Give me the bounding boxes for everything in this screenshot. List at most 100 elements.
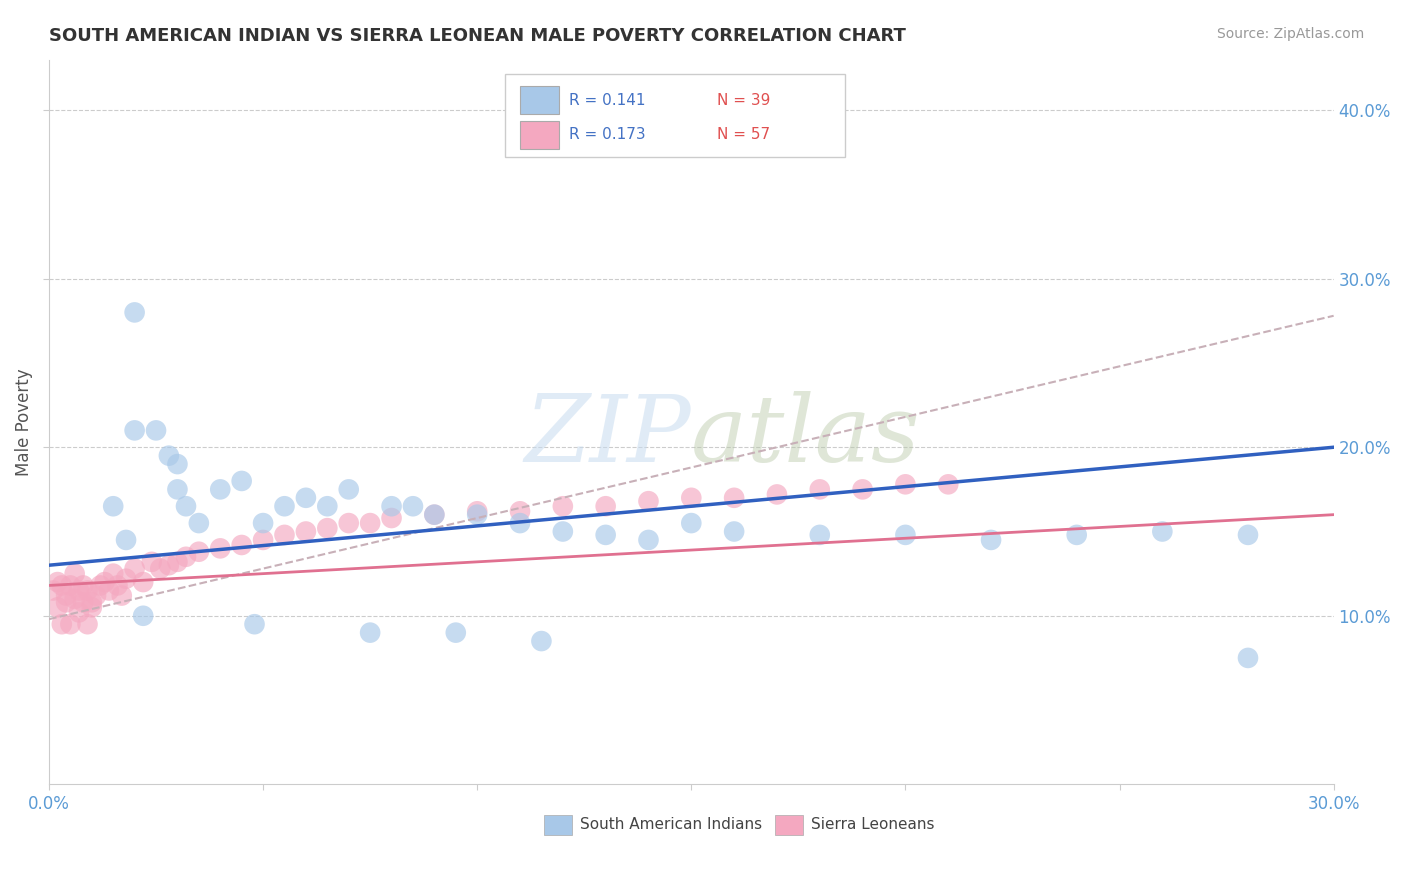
Point	[187, 516, 209, 530]
Point	[551, 500, 574, 514]
Point	[46, 575, 69, 590]
Point	[141, 555, 163, 569]
Point	[337, 483, 360, 497]
Point	[166, 457, 188, 471]
Text: Sierra Leoneans: Sierra Leoneans	[811, 817, 934, 832]
Point	[231, 538, 253, 552]
Point	[80, 595, 103, 609]
Point	[273, 500, 295, 514]
Point	[231, 474, 253, 488]
Point	[681, 491, 703, 505]
Point	[980, 533, 1002, 547]
Point	[166, 483, 188, 497]
Point	[295, 491, 318, 505]
Point	[509, 516, 531, 530]
Point	[1237, 651, 1260, 665]
Point	[252, 533, 274, 547]
Point	[115, 533, 138, 547]
Bar	[544, 814, 572, 835]
Point	[55, 595, 77, 609]
Point	[124, 305, 146, 319]
Point	[637, 533, 659, 547]
Point	[111, 589, 134, 603]
Point	[51, 578, 73, 592]
Point	[465, 508, 488, 522]
Point	[51, 617, 73, 632]
Point	[72, 578, 94, 592]
Point	[209, 483, 232, 497]
Point	[723, 524, 745, 539]
Point	[551, 524, 574, 539]
Point	[243, 617, 266, 632]
Point	[72, 595, 94, 609]
Point	[67, 606, 90, 620]
Text: ZIP: ZIP	[524, 392, 692, 482]
Point	[132, 608, 155, 623]
Point	[149, 561, 172, 575]
Point	[93, 575, 115, 590]
Point	[595, 528, 617, 542]
Point	[852, 483, 875, 497]
Point	[530, 634, 553, 648]
Text: SOUTH AMERICAN INDIAN VS SIERRA LEONEAN MALE POVERTY CORRELATION CHART: SOUTH AMERICAN INDIAN VS SIERRA LEONEAN …	[49, 27, 905, 45]
FancyBboxPatch shape	[505, 74, 845, 157]
Point	[97, 583, 120, 598]
Point	[166, 555, 188, 569]
Point	[174, 549, 197, 564]
Point	[76, 617, 98, 632]
Point	[766, 487, 789, 501]
Text: R = 0.141: R = 0.141	[569, 93, 645, 108]
Point	[808, 483, 831, 497]
Bar	[775, 814, 803, 835]
Bar	[520, 121, 560, 149]
Point	[174, 500, 197, 514]
Point	[187, 545, 209, 559]
Point	[42, 583, 65, 598]
Point	[89, 578, 111, 592]
Point	[359, 516, 381, 530]
Point	[359, 625, 381, 640]
Point	[295, 524, 318, 539]
Point	[402, 500, 425, 514]
Point	[63, 591, 86, 606]
Point	[1237, 528, 1260, 542]
Point	[252, 516, 274, 530]
Point	[76, 583, 98, 598]
Point	[157, 449, 180, 463]
Point	[936, 477, 959, 491]
Point	[209, 541, 232, 556]
Point	[59, 578, 82, 592]
Point	[444, 625, 467, 640]
Point	[894, 528, 917, 542]
Point	[316, 521, 339, 535]
Point	[59, 617, 82, 632]
Point	[84, 589, 107, 603]
Point	[273, 528, 295, 542]
Point	[637, 494, 659, 508]
Point	[1066, 528, 1088, 542]
Point	[115, 572, 138, 586]
Point	[107, 578, 129, 592]
Point	[380, 511, 402, 525]
Text: Source: ZipAtlas.com: Source: ZipAtlas.com	[1216, 27, 1364, 41]
Point	[894, 477, 917, 491]
Point	[423, 508, 446, 522]
Point	[808, 528, 831, 542]
Point	[145, 423, 167, 437]
Point	[595, 500, 617, 514]
Point	[337, 516, 360, 530]
Point	[509, 504, 531, 518]
Point	[465, 504, 488, 518]
Y-axis label: Male Poverty: Male Poverty	[15, 368, 32, 475]
Point	[67, 583, 90, 598]
Point	[132, 575, 155, 590]
Point	[124, 423, 146, 437]
Point	[103, 500, 125, 514]
Text: atlas: atlas	[692, 392, 921, 482]
Point	[63, 566, 86, 581]
Bar	[520, 87, 560, 114]
Point	[157, 558, 180, 573]
Point	[103, 566, 125, 581]
Point	[46, 600, 69, 615]
Point	[380, 500, 402, 514]
